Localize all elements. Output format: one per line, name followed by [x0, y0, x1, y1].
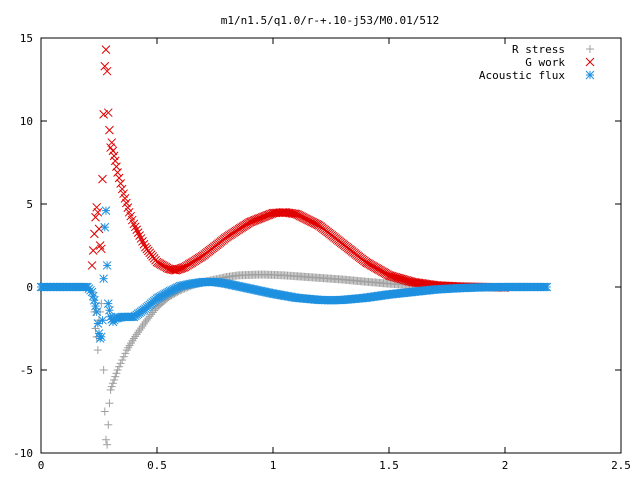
x-tick-label: 0: [38, 459, 45, 472]
data-point: [138, 322, 147, 331]
data-point: [107, 382, 116, 391]
data-point: [93, 207, 103, 217]
data-point: [113, 366, 122, 374]
y-tick-label: 5: [26, 198, 33, 211]
legend-marker: [586, 45, 594, 53]
data-point: [111, 372, 120, 381]
data-point: [108, 379, 117, 388]
data-point: [92, 202, 102, 212]
data-point: [98, 315, 107, 325]
data-point: [100, 222, 110, 232]
chart-title: m1/n1.5/q1.0/r-+.10-j53/M0.01/512: [221, 14, 440, 27]
data-point: [91, 212, 100, 222]
data-point: [93, 346, 102, 355]
data-point: [131, 332, 140, 341]
data-point: [106, 385, 115, 394]
legend-marker: [585, 70, 595, 80]
axis-ticks: 0 0.5 1 1.5 2 2.5 -10 -5 0 5 10 15: [13, 32, 631, 472]
data-point: [114, 173, 124, 183]
data-point: [105, 399, 114, 408]
y-tick-label: 15: [20, 32, 33, 45]
data-point: [93, 319, 103, 328]
data-points: [36, 45, 552, 449]
data-point: [136, 234, 146, 243]
y-tick-label: 0: [26, 281, 33, 294]
data-point: [119, 352, 128, 361]
data-point: [133, 228, 143, 237]
x-tick-label: 2: [502, 459, 509, 472]
data-point: [103, 108, 113, 118]
data-point: [137, 324, 146, 333]
data-point: [102, 261, 112, 270]
data-point: [101, 45, 111, 54]
data-point: [90, 295, 99, 305]
data-point: [100, 407, 109, 416]
x-tick-label: 1.5: [379, 459, 399, 472]
y-tick-label: -5: [20, 364, 33, 377]
data-point: [138, 236, 147, 246]
data-point: [98, 174, 107, 184]
y-tick-label: -10: [13, 447, 33, 460]
data-point: [135, 326, 144, 335]
data-point: [101, 435, 110, 444]
data-point: [135, 231, 144, 240]
series-acoustic-flux: [36, 206, 552, 343]
data-point: [129, 334, 138, 343]
legend-label: G work: [525, 56, 565, 69]
data-point: [92, 307, 102, 317]
data-point: [116, 359, 125, 368]
data-point: [110, 156, 120, 166]
data-point: [116, 179, 126, 188]
data-point: [107, 138, 117, 147]
data-point: [110, 375, 119, 384]
data-point: [112, 369, 121, 378]
data-point: [134, 328, 143, 337]
legend-marker: [585, 57, 595, 67]
data-point: [112, 162, 121, 172]
data-point: [94, 224, 104, 234]
data-point: [88, 246, 98, 255]
data-point: [102, 66, 112, 76]
data-point: [118, 356, 127, 365]
data-point: [96, 332, 106, 342]
x-tick-label: 0.5: [147, 459, 167, 472]
data-point: [129, 219, 139, 229]
data-point: [113, 168, 122, 177]
data-point: [96, 244, 106, 254]
y-tick-label: 10: [20, 115, 33, 128]
data-point: [91, 301, 100, 311]
data-point: [542, 282, 552, 292]
data-point: [109, 151, 119, 161]
data-point: [87, 261, 97, 270]
data-point: [99, 274, 108, 284]
data-point: [108, 146, 118, 156]
data-point: [99, 110, 108, 119]
data-point: [139, 239, 149, 249]
legend-label: R stress: [512, 43, 565, 56]
data-point: [95, 241, 105, 250]
data-point: [105, 125, 114, 135]
data-point: [121, 349, 130, 358]
data-point: [132, 225, 142, 235]
x-tick-label: 2.5: [611, 459, 631, 472]
plot-frame: [40, 37, 622, 454]
data-point: [103, 440, 112, 449]
series-g-work: [87, 45, 510, 292]
data-point: [104, 420, 113, 429]
data-point: [115, 362, 124, 371]
data-point: [99, 366, 108, 374]
data-point: [100, 61, 110, 71]
data-point: [179, 263, 188, 272]
data-point: [101, 206, 111, 215]
x-tick-label: 1: [270, 459, 277, 472]
data-point: [132, 330, 141, 339]
legend-label: Acoustic flux: [479, 69, 565, 82]
data-point: [130, 222, 140, 232]
